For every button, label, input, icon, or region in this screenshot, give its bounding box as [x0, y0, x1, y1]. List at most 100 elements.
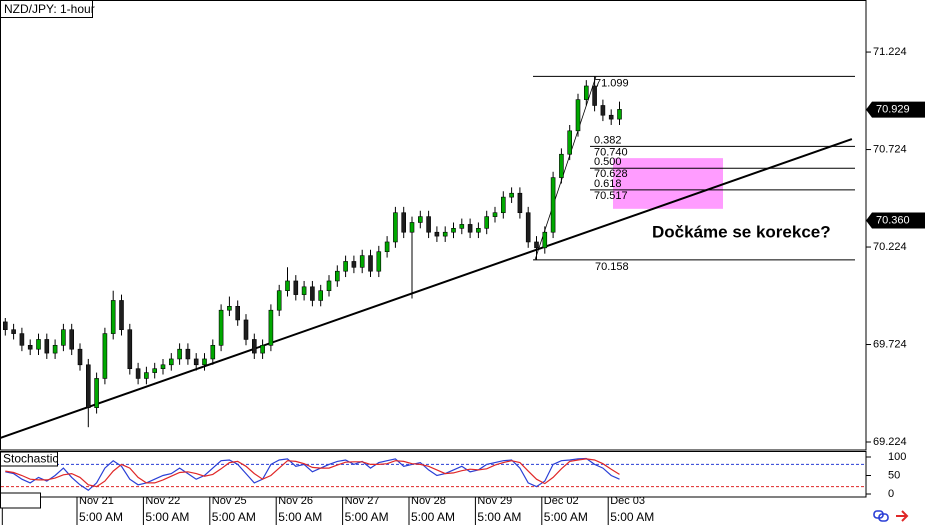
candle-body: [293, 280, 299, 295]
link-icon-part: [878, 513, 889, 522]
stochastic-line: [5, 457, 620, 492]
candle-body: [426, 216, 431, 233]
candle-body: [476, 228, 481, 233]
x-time-label: 5:00 AM: [544, 510, 588, 524]
candle-body: [160, 364, 166, 369]
candle-body: [542, 231, 548, 249]
candle-body: [393, 212, 398, 243]
title-box: [0, 0, 93, 18]
y-tick-label: 70.724: [873, 143, 907, 155]
price-marker: [866, 101, 925, 118]
y-tick-label: 100: [888, 451, 906, 463]
price-marker: [866, 212, 925, 229]
x-time-label: 5:00 AM: [411, 510, 455, 524]
candle-body: [218, 309, 224, 346]
candle-body: [583, 85, 589, 100]
candle-body: [351, 261, 357, 268]
candle-body: [559, 153, 564, 178]
candle-body: [169, 358, 174, 366]
candle-body: [135, 368, 141, 379]
candle-body: [525, 212, 531, 243]
highlight-zone: [613, 158, 723, 209]
y-tick-label: 50: [888, 469, 900, 481]
y-tick-label: 69.224: [873, 436, 907, 448]
x-tick-label: Nov 26: [278, 495, 313, 507]
x-time-label: 5:00 AM: [212, 510, 256, 524]
candle-body: [550, 177, 556, 233]
candle-body: [409, 222, 415, 233]
candle-body: [459, 224, 465, 229]
stochastic-line: [5, 458, 620, 488]
candle-body: [368, 255, 373, 272]
candle-body: [500, 196, 506, 214]
candle-body: [517, 192, 523, 214]
price-marker-label: 70.360: [876, 214, 910, 226]
candle-body: [343, 261, 348, 272]
x-time-label: 5:00 AM: [610, 510, 654, 524]
candle-body: [243, 319, 249, 340]
candle-body: [484, 216, 490, 229]
candle-body: [86, 364, 91, 408]
x-time-label: 5:00 AM: [345, 510, 389, 524]
candle-body: [326, 280, 332, 292]
candle-body: [36, 339, 41, 350]
date-box: [0, 492, 41, 509]
candle-body: [44, 339, 50, 354]
candle-body: [509, 192, 514, 198]
candle-body: [69, 329, 74, 350]
candle-body: [359, 255, 365, 268]
candle-body: [467, 224, 473, 233]
y-tick-label: 0: [888, 488, 894, 500]
candle-body: [434, 231, 440, 237]
candle-body: [127, 329, 133, 369]
x-tick-label: Nov 29: [477, 495, 512, 507]
fib-price-label: 70.740: [594, 146, 628, 158]
candle-body: [285, 280, 290, 292]
y-tick-label: 71.224: [873, 46, 907, 58]
candle-body: [417, 216, 423, 223]
stochastic-title: Stochastic: [3, 452, 58, 466]
candle-body: [318, 290, 324, 301]
candle-body: [210, 344, 216, 360]
candle-body: [301, 286, 307, 295]
fib-ratio-label: 0.382: [594, 134, 622, 146]
chart-title: NZD/JPY: 1-hour: [4, 2, 95, 16]
candle-body: [268, 309, 274, 346]
candle-body: [52, 344, 58, 354]
price-marker-label: 70.929: [876, 103, 910, 115]
candle-body: [227, 306, 232, 311]
fib-price-label: 71.099: [595, 77, 629, 89]
candle-body: [202, 358, 207, 366]
x-time-label: 5:00 AM: [79, 510, 123, 524]
candle-body: [617, 109, 622, 120]
candle-body: [235, 306, 240, 321]
x-time-label: 5:00 AM: [477, 510, 521, 524]
candle-body: [592, 85, 597, 106]
candle-body: [110, 300, 116, 334]
stochastic-pane: [0, 451, 867, 498]
arrow-icon[interactable]: [896, 510, 909, 522]
fib-price-label: 70.158: [595, 261, 629, 273]
x-time-label: 5:00 AM: [145, 510, 189, 524]
candle-body: [567, 130, 573, 155]
candle-body: [11, 329, 16, 334]
candle-body: [451, 228, 456, 233]
fib-price-label: 70.628: [594, 168, 628, 180]
candle-body: [276, 290, 282, 311]
candle-body: [442, 231, 448, 237]
candle-body: [102, 333, 108, 379]
candle-body: [152, 368, 157, 373]
toolbar-icons: [873, 510, 909, 522]
candle-body: [534, 241, 539, 249]
x-tick-label: Nov 25: [212, 495, 247, 507]
candle-body: [492, 212, 498, 217]
y-tick-label: 69.724: [873, 338, 907, 350]
candle-body: [608, 114, 614, 120]
x-tick-label: Dec 03: [610, 495, 645, 507]
candle-body: [61, 329, 66, 346]
stochastic-title-box: [0, 451, 58, 467]
x-tick-label: Dec 02: [544, 495, 579, 507]
candle-body: [19, 333, 25, 346]
